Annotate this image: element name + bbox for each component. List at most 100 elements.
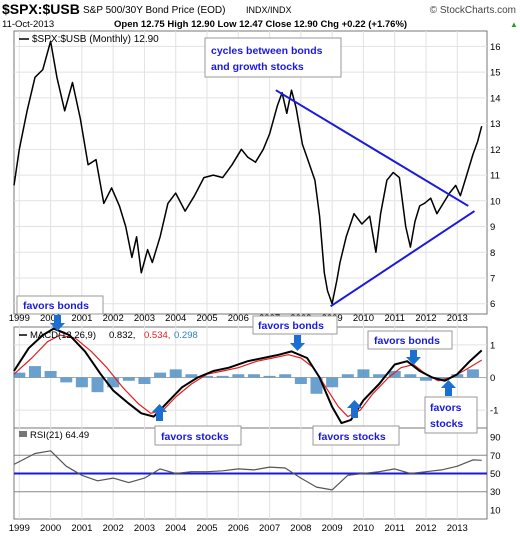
ohlc-readout: Open 12.75 High 12.90 Low 12.47 Close 12… (114, 19, 407, 30)
triangle-trendline (275, 89, 469, 207)
macd-histogram-bar (451, 374, 464, 378)
macd-legend-label: MACD(12,26,9) (30, 330, 96, 341)
x-tick-label-top: 2005 (196, 313, 217, 324)
macd-histogram-bar (75, 377, 88, 388)
macd-histogram-bar (185, 374, 198, 378)
y-tick-label: 8 (490, 248, 495, 259)
macd-histogram-bar (419, 377, 432, 381)
y-tick-label: 7 (490, 273, 495, 284)
macd-legend-value-signal: 0.534, (144, 330, 170, 341)
symbol-title: $SPX:$USB (2, 1, 80, 17)
x-tick-label-bottom: 2001 (71, 523, 92, 534)
macd-histogram-bar (310, 377, 323, 394)
macd-histogram-bar (138, 377, 151, 385)
macd-histogram-bar (466, 369, 479, 378)
x-tick-label-bottom: 1999 (9, 523, 30, 534)
macd-histogram-bar (28, 366, 41, 378)
y-tick-label: 10 (490, 505, 501, 516)
favors-bonds-callout-2: favors bonds (252, 315, 338, 335)
rsi-line (13, 450, 482, 491)
macd-histogram-bar (404, 374, 417, 378)
macd-histogram-bar (357, 369, 370, 378)
favors-stocks-callout-2: favors stocks (312, 425, 400, 446)
price-legend: $SPX:$USB (Monthly) 12.90 (32, 34, 159, 45)
favors-bonds-callout-3: favors bonds (367, 330, 453, 350)
y-tick-label: 16 (490, 42, 501, 53)
favors-stocks-callout-3-line2: stocks (430, 418, 463, 430)
x-tick-label-top: 2001 (71, 313, 92, 324)
up-arrow-icon (152, 404, 167, 421)
favors-bonds-callout-3-text: favors bonds (374, 335, 440, 347)
macd-signal-line (13, 334, 483, 418)
macd-histogram-bar (107, 377, 120, 388)
x-tick-label-bottom: 2006 (228, 523, 249, 534)
x-tick-label-bottom: 2010 (353, 523, 374, 534)
x-tick-label-bottom: 2004 (165, 523, 186, 534)
macd-legend-value-hist: 0.298 (174, 330, 198, 341)
favors-bonds-callout-1-text: favors bonds (23, 300, 89, 312)
cycles-callout-line2: and growth stocks (211, 61, 304, 73)
macd-histogram-bar (326, 377, 339, 388)
favors-stocks-callout-1: favors stocks (154, 425, 242, 446)
y-tick-label: 10 (490, 196, 501, 207)
price-line (13, 40, 483, 305)
y-tick-label: 15 (490, 68, 501, 79)
y-tick-label: 0 (490, 373, 495, 384)
watermark: © StockCharts.com (430, 5, 516, 16)
x-tick-label-bottom: 2012 (415, 523, 436, 534)
favors-bonds-callout-2-text: favors bonds (258, 320, 324, 332)
macd-histogram-bar (388, 370, 401, 378)
x-tick-label-top: 2013 (447, 313, 468, 324)
up-arrow-icon (347, 400, 362, 418)
macd-histogram-bar (122, 377, 135, 381)
x-tick-label-top: 2012 (415, 313, 436, 324)
rsi-legend-swatch (19, 431, 27, 437)
macd-histogram-bar (154, 372, 167, 378)
exchange-label: INDX/INDX (246, 5, 292, 15)
macd-histogram-bar (44, 370, 57, 378)
favors-bonds-callout-1: favors bonds (16, 295, 104, 315)
x-tick-label-top: 2000 (40, 313, 61, 324)
x-tick-label-top: 1999 (9, 313, 30, 324)
macd-legend-value-macd: 0.832, (109, 330, 135, 341)
y-tick-label: 1 (490, 340, 495, 351)
x-tick-label-top: 2003 (134, 313, 155, 324)
x-tick-label-bottom: 2007 (259, 523, 280, 534)
macd-histogram-bar (169, 369, 182, 378)
x-tick-label-bottom: 2009 (322, 523, 343, 534)
y-tick-label: 13 (490, 119, 501, 130)
x-tick-label-bottom: 2005 (196, 523, 217, 534)
y-tick-label: 50 (490, 469, 501, 480)
macd-histogram-bar (263, 375, 276, 378)
macd-histogram-bar (201, 375, 214, 378)
y-tick-label: 12 (490, 145, 501, 156)
cycles-callout: cycles between bonds and growth stocks (204, 37, 342, 78)
x-tick-label-top: 2006 (228, 313, 249, 324)
y-tick-label: 6 (490, 299, 495, 310)
x-tick-label-bottom: 2008 (290, 523, 311, 534)
y-tick-label: -1 (490, 406, 498, 417)
down-arrow-icon (290, 335, 305, 351)
up-arrow-icon: ▲ (510, 20, 518, 29)
x-tick-label-top: 2010 (353, 313, 374, 324)
y-tick-label: 11 (490, 171, 500, 182)
favors-stocks-callout-3: favors stocks (424, 396, 478, 434)
triangle-trendline (330, 210, 476, 308)
symbol-description: S&P 500/30Y Bond Price (EOD) (83, 5, 226, 16)
macd-histogram-bar (232, 374, 245, 378)
y-tick-label: 9 (490, 222, 495, 233)
macd-histogram-bar (91, 377, 104, 393)
macd-histogram-bar (294, 377, 307, 385)
x-tick-label-bottom: 2011 (384, 523, 404, 534)
x-tick-label-bottom: 2002 (103, 523, 124, 534)
y-tick-label: 30 (490, 487, 501, 498)
rsi-legend: RSI(21) 64.49 (30, 430, 89, 441)
down-arrow-icon (406, 350, 421, 365)
x-tick-label-bottom: 2013 (447, 523, 468, 534)
favors-stocks-callout-3-line1: favors (430, 402, 462, 414)
favors-stocks-callout-2-text: favors stocks (318, 431, 386, 443)
macd-histogram-bar (373, 374, 386, 378)
macd-line (13, 327, 483, 425)
x-tick-label-bottom: 2000 (40, 523, 61, 534)
